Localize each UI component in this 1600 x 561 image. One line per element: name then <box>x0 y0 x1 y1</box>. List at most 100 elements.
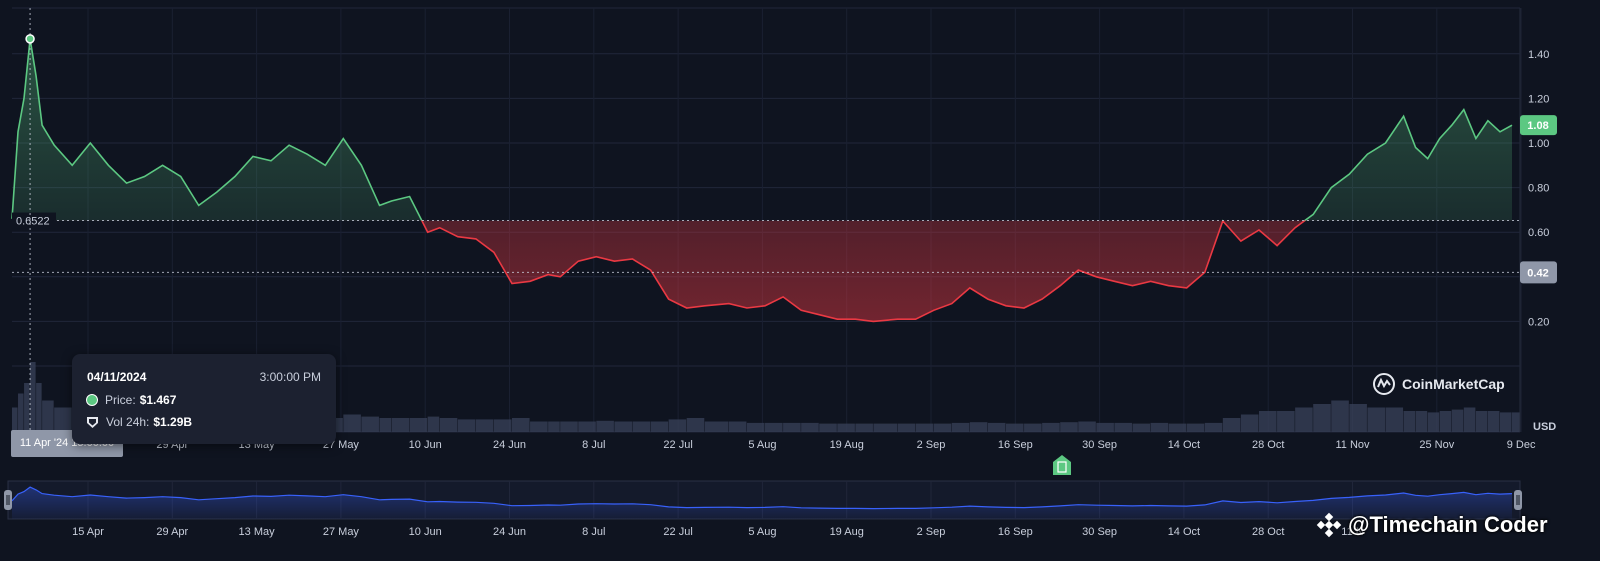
x-tick-label: 30 Sep <box>1082 439 1117 451</box>
current-price-badge <box>1520 115 1557 136</box>
volume-bar <box>1042 422 1060 432</box>
baseline-label: 0.6522 <box>16 216 50 228</box>
volume-bar <box>379 418 392 432</box>
volume-bar <box>873 423 898 432</box>
volume-bar <box>1427 412 1440 432</box>
x-tick-label: 10 Jun <box>409 439 442 451</box>
navigator-line <box>11 486 1513 510</box>
down-area-fill <box>12 220 1512 322</box>
volume-bar <box>783 422 801 432</box>
volume-bar <box>12 407 18 432</box>
volume-bar <box>897 423 916 432</box>
x-tick-label: 16 Sep <box>998 439 1033 451</box>
volume-bar <box>819 423 837 432</box>
volume-bar <box>24 383 30 432</box>
volume-bar <box>765 422 783 432</box>
volume-bar <box>578 421 596 432</box>
tooltip-time: 3:00:00 PM <box>259 370 321 384</box>
y-tick-label: 0.60 <box>1528 227 1549 239</box>
baseline-label-bg <box>12 212 56 229</box>
volume-bar <box>915 423 934 432</box>
volume-bar <box>686 418 705 432</box>
navigator-tick-label: 27 May <box>323 526 360 538</box>
navigator-tick-label: 15 Apr <box>72 526 104 538</box>
up-segment <box>11 38 1513 221</box>
navigator-area <box>12 487 1512 519</box>
volume-bar <box>1385 407 1404 432</box>
volume-bar <box>1349 404 1367 432</box>
volume-bar <box>560 421 578 432</box>
watermark-text: @Timechain Coder <box>1348 512 1548 537</box>
volume-bar <box>855 423 873 432</box>
volume-bar <box>361 416 379 432</box>
volume-bar <box>650 421 669 432</box>
navigator-tick-label: 11 N <box>1341 526 1363 538</box>
volume-bar <box>668 419 687 432</box>
price-area <box>11 38 1513 323</box>
volume-bar <box>1295 407 1313 432</box>
volume-bar <box>1463 407 1476 432</box>
news-doc-icon <box>1057 461 1067 473</box>
volume-bar <box>1060 422 1078 432</box>
volume-bar <box>530 421 548 432</box>
volume-bar <box>36 383 42 432</box>
navigator-tick-label: 16 Sep <box>998 526 1033 538</box>
volume-bar <box>18 393 24 432</box>
volume-bar <box>1415 411 1428 432</box>
volume-bar <box>728 421 747 432</box>
volume-bar <box>409 418 428 432</box>
volume-bar <box>632 421 651 432</box>
volume-bar <box>1403 411 1416 432</box>
volume-bar <box>1005 423 1024 432</box>
navigator-tick-label: 22 Jul <box>663 526 692 538</box>
volume-bar <box>439 418 458 432</box>
volume-bar <box>54 407 72 432</box>
volume-bar <box>427 416 440 432</box>
volume-bar <box>746 422 765 432</box>
tooltip-date: 04/11/2024 <box>87 370 147 384</box>
x-tick-label: 22 Jul <box>663 439 692 451</box>
volume-shield-icon <box>87 416 98 428</box>
navigator-tick-label: 29 Apr <box>156 526 188 538</box>
navigator-tick-label: 28 Oct <box>1252 526 1284 538</box>
volume-bar <box>1150 422 1169 432</box>
navigator-tick-label: 8 Jul <box>582 526 605 538</box>
navigator-right-handle[interactable] <box>1514 490 1522 510</box>
up-price-line <box>11 38 1513 221</box>
volume-bar <box>1313 404 1331 432</box>
volume-bar <box>1258 411 1277 432</box>
volume-bar <box>801 422 819 432</box>
x-tick-label: 11 Nov <box>1335 439 1370 451</box>
highlight-point <box>25 34 35 44</box>
navigator[interactable]: 15 Apr 29 Apr 13 May 27 May 10 Jun 24 Jun 8 Ju… <box>4 480 1522 538</box>
volume-bar <box>343 414 361 432</box>
volume-bar <box>951 422 970 432</box>
volume-bar <box>1114 422 1132 432</box>
y-tick-label: 1.20 <box>1528 93 1549 105</box>
price-tooltip: 04/11/2024 3:00:00 PM Price: $1.467 Vol … <box>72 354 336 444</box>
navigator-tick-label: 13 May <box>239 526 276 538</box>
navigator-left-handle[interactable] <box>4 490 12 510</box>
x-tick-label: 9 Dec <box>1507 439 1536 451</box>
volume-bar <box>1512 412 1520 432</box>
volume-bar <box>1096 422 1114 432</box>
current-price-label: 1.08 <box>1527 120 1548 132</box>
x-tick-label: 5 Aug <box>748 439 776 451</box>
y-tick-label: 0.20 <box>1528 316 1549 328</box>
navigator-tick-label: 2 Sep <box>917 526 946 538</box>
y-tick-label: 1.00 <box>1528 138 1549 150</box>
volume-bar <box>1439 411 1452 432</box>
volume-bar <box>596 420 614 432</box>
volume-bar <box>1277 411 1295 432</box>
volume-bar <box>1240 414 1259 432</box>
volume-bar <box>704 421 729 432</box>
chart-overlays: 0.6522 <box>12 8 1520 432</box>
volume-bar <box>512 418 530 432</box>
volume-bar <box>837 423 855 432</box>
volume-bar <box>1078 421 1096 432</box>
volume-bar <box>475 419 494 432</box>
navigator-tick-label: 30 Sep <box>1082 526 1117 538</box>
volume-bar <box>493 419 512 432</box>
volume-bar <box>1475 411 1488 432</box>
